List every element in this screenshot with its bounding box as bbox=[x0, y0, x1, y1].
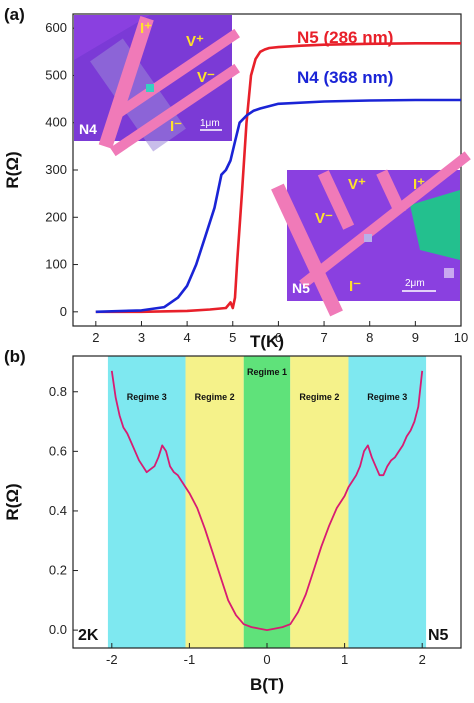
temperature-label: 2K bbox=[78, 627, 99, 644]
y-tick-label: 0.0 bbox=[49, 622, 67, 637]
y-tick-label: 0.4 bbox=[49, 503, 67, 518]
regime-band bbox=[290, 356, 349, 648]
y-tick-label: 400 bbox=[45, 115, 67, 130]
regime-label: Regime 2 bbox=[195, 392, 235, 402]
series-label-n4: N4 (368 nm) bbox=[297, 68, 393, 87]
y-tick-label: 200 bbox=[45, 209, 67, 224]
regime-band bbox=[185, 356, 244, 648]
inset-n5-i-minus: I⁻ bbox=[349, 278, 361, 295]
inset-n5-sem-image: V⁺ I⁺ V⁻ I⁻ N5 2μm bbox=[271, 151, 471, 317]
panel-b-label: (b) bbox=[4, 347, 26, 366]
y-tick-label: 0.6 bbox=[49, 443, 67, 458]
inset-n5-v-minus: V⁻ bbox=[315, 210, 333, 227]
inset-n5-v-plus: V⁺ bbox=[348, 176, 366, 193]
x-tick-label: 0 bbox=[263, 652, 270, 667]
inset-n4-i-minus: I⁻ bbox=[170, 118, 182, 135]
inset-n5-scale: 2μm bbox=[405, 278, 425, 289]
x-tick-label: -1 bbox=[184, 652, 196, 667]
y-tick-label: 500 bbox=[45, 67, 67, 82]
plot-b-series bbox=[110, 370, 424, 631]
magnetoresistance-line bbox=[110, 370, 424, 631]
plot-b-ticks: -2 -1 0 1 2 0.0 0.2 0.4 0.6 0.8 bbox=[49, 384, 426, 667]
inset-n4-v-plus: V⁺ bbox=[186, 33, 204, 50]
regime-label: Regime 1 bbox=[247, 367, 287, 377]
series-line-n5 bbox=[95, 42, 461, 314]
y-axis-title-b: R(Ω) bbox=[3, 483, 22, 520]
x-tick-label: 3 bbox=[138, 330, 145, 345]
y-axis-title-a: R(Ω) bbox=[3, 151, 22, 188]
x-tick-label: 4 bbox=[184, 330, 191, 345]
x-tick-label: 1 bbox=[341, 652, 348, 667]
x-axis-title-a: T(K) bbox=[250, 332, 284, 351]
y-tick-label: 600 bbox=[45, 20, 67, 35]
series-line-n4 bbox=[95, 98, 461, 314]
plot-a-series bbox=[95, 42, 461, 314]
series-label-n5: N5 (286 nm) bbox=[297, 28, 393, 47]
x-tick-label: 6 bbox=[275, 330, 282, 345]
inset-n4-scale: 1μm bbox=[200, 118, 220, 129]
x-tick-label: 7 bbox=[320, 330, 327, 345]
x-tick-label: 9 bbox=[412, 330, 419, 345]
inset-n4-v-minus: V⁻ bbox=[197, 69, 215, 86]
x-tick-label: 2 bbox=[419, 652, 426, 667]
panel-a-label: (a) bbox=[4, 5, 25, 24]
sample-label: N5 bbox=[428, 627, 449, 644]
y-tick-label: 300 bbox=[45, 162, 67, 177]
regime-band bbox=[107, 356, 186, 648]
inset-n4-i-plus: I⁺ bbox=[140, 20, 152, 37]
regime-band bbox=[348, 356, 427, 648]
regime-label: Regime 3 bbox=[367, 392, 407, 402]
x-tick-label: 2 bbox=[92, 330, 99, 345]
y-tick-label: 0.2 bbox=[49, 563, 67, 578]
x-axis-title-b: B(T) bbox=[250, 675, 284, 694]
y-tick-label: 0 bbox=[60, 304, 67, 319]
regime-bands: Regime 3 Regime 2 Regime 1 Regime 2 Regime 3 bbox=[107, 356, 427, 648]
y-tick-label: 0.8 bbox=[49, 384, 67, 399]
inset-n5-name: N5 bbox=[292, 280, 310, 296]
regime-label: Regime 2 bbox=[299, 392, 339, 402]
x-tick-label: -2 bbox=[106, 652, 118, 667]
inset-n4-name: N4 bbox=[79, 121, 97, 137]
inset-n4-sem-image: I⁺ V⁺ V⁻ I⁻ N4 1μm bbox=[74, 15, 240, 157]
regime-label: Regime 3 bbox=[127, 392, 167, 402]
inset-n5-i-plus: I⁺ bbox=[413, 176, 425, 193]
x-tick-label: 5 bbox=[229, 330, 236, 345]
regime-band bbox=[243, 356, 291, 648]
y-tick-label: 100 bbox=[45, 257, 67, 272]
x-tick-label: 10 bbox=[454, 330, 468, 345]
x-tick-label: 8 bbox=[366, 330, 373, 345]
